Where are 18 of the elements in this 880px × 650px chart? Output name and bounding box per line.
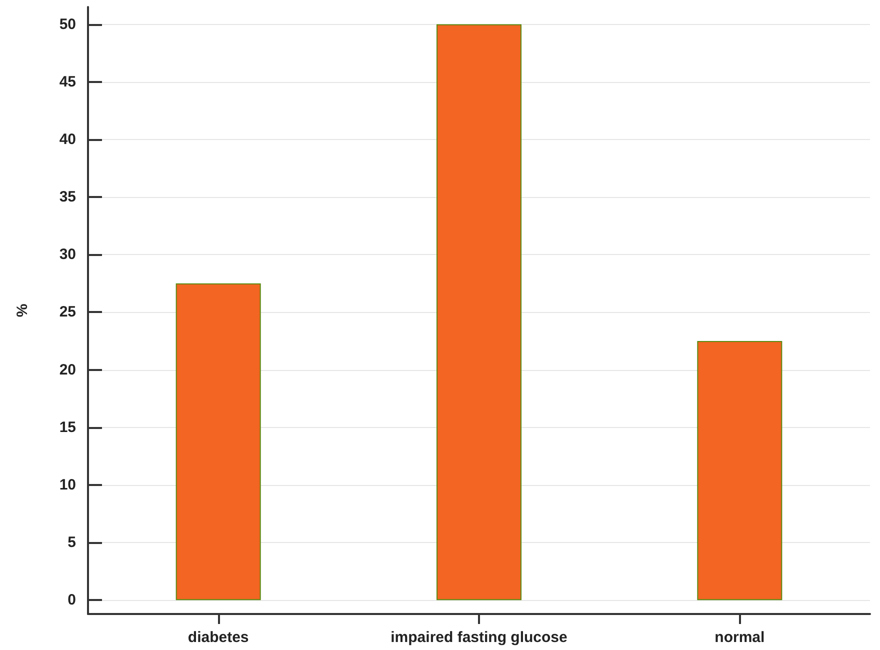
bar	[176, 283, 261, 600]
y-tick-label: 5	[68, 534, 76, 552]
y-tick-label: 45	[59, 73, 76, 90]
y-tick-label: 10	[59, 476, 76, 494]
y-tick-label: 25	[59, 304, 76, 321]
y-tick-label: 50	[59, 16, 76, 33]
y-tick-label: 40	[59, 130, 76, 148]
y-tick-label: 15	[59, 418, 76, 436]
bar	[697, 341, 782, 600]
y-tick-label: 20	[59, 361, 76, 378]
x-tick-label: impaired fasting glucose	[390, 629, 568, 646]
y-axis-title: %	[14, 304, 31, 318]
bar	[436, 24, 522, 600]
x-tick-label: normal	[714, 629, 765, 646]
x-tick-label: diabetes	[188, 629, 249, 646]
y-tick-label: 0	[68, 592, 76, 609]
y-tick-label: 30	[59, 246, 76, 264]
y-tick-label: 35	[59, 188, 76, 206]
